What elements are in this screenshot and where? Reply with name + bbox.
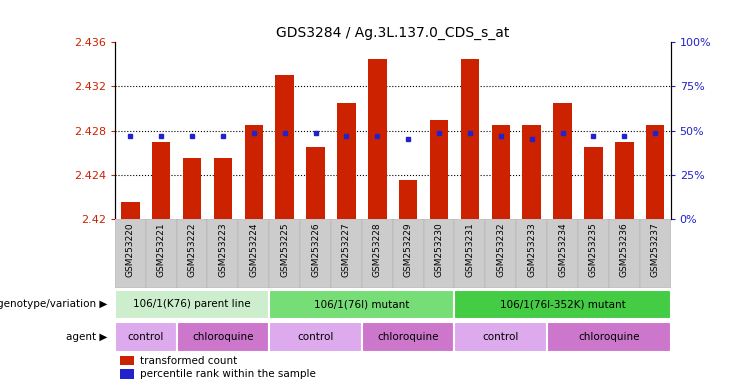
Bar [115, 290, 269, 319]
Text: GSM253232: GSM253232 [496, 222, 505, 277]
Text: 106/1(K76) parent line: 106/1(K76) parent line [133, 299, 251, 310]
Bar [300, 219, 331, 288]
Text: GSM253221: GSM253221 [156, 222, 166, 277]
Bar [276, 75, 294, 219]
Bar [176, 219, 207, 288]
Text: GSM253233: GSM253233 [527, 222, 536, 277]
Bar [491, 125, 510, 219]
Bar [547, 219, 578, 288]
Bar [430, 119, 448, 219]
Text: GSM253236: GSM253236 [619, 222, 629, 277]
Bar [454, 290, 671, 319]
Text: GSM253222: GSM253222 [187, 222, 196, 277]
Bar [454, 219, 485, 288]
Text: 106/1(76I) mutant: 106/1(76I) mutant [314, 299, 410, 310]
Bar [120, 356, 134, 366]
Text: percentile rank within the sample: percentile rank within the sample [140, 369, 316, 379]
Text: GSM253228: GSM253228 [373, 222, 382, 277]
Bar [399, 180, 417, 219]
Text: GSM253229: GSM253229 [404, 222, 413, 277]
Text: chloroquine: chloroquine [578, 332, 639, 342]
Bar [115, 219, 146, 288]
Bar [269, 290, 454, 319]
Bar [362, 219, 393, 288]
Text: genotype/variation ▶: genotype/variation ▶ [0, 299, 107, 310]
Text: GSM253230: GSM253230 [434, 222, 444, 277]
Bar [554, 103, 572, 219]
Text: GSM253237: GSM253237 [651, 222, 659, 277]
Bar [152, 142, 170, 219]
Text: GSM253235: GSM253235 [589, 222, 598, 277]
Bar [639, 219, 671, 288]
Text: agent ▶: agent ▶ [66, 332, 107, 342]
Bar [207, 219, 239, 288]
Bar [269, 219, 300, 288]
Text: GSM253224: GSM253224 [249, 222, 259, 277]
Bar [424, 219, 454, 288]
Text: chloroquine: chloroquine [192, 332, 253, 342]
Bar [516, 219, 547, 288]
Bar [454, 322, 547, 352]
Text: GSM253220: GSM253220 [126, 222, 135, 277]
Bar [337, 103, 356, 219]
Bar [615, 142, 634, 219]
Bar [584, 147, 602, 219]
Bar [609, 219, 639, 288]
Text: chloroquine: chloroquine [377, 332, 439, 342]
Bar [120, 369, 134, 379]
Bar [578, 219, 609, 288]
Bar [306, 147, 325, 219]
Bar [269, 322, 362, 352]
Text: GSM253234: GSM253234 [558, 222, 567, 277]
Bar [213, 158, 232, 219]
Bar [393, 219, 424, 288]
Bar [522, 125, 541, 219]
Text: transformed count: transformed count [140, 356, 237, 366]
Bar [176, 322, 269, 352]
Bar [646, 125, 665, 219]
Bar [368, 59, 387, 219]
Bar [331, 219, 362, 288]
Bar [121, 202, 139, 219]
Text: GSM253223: GSM253223 [219, 222, 227, 277]
Bar [485, 219, 516, 288]
Bar [115, 322, 176, 352]
Text: GSM253231: GSM253231 [465, 222, 474, 277]
Text: control: control [482, 332, 519, 342]
Text: 106/1(76I-352K) mutant: 106/1(76I-352K) mutant [499, 299, 625, 310]
Bar [547, 322, 671, 352]
Bar [239, 219, 269, 288]
Text: control: control [297, 332, 333, 342]
Text: control: control [127, 332, 164, 342]
Bar [183, 158, 202, 219]
Text: GSM253225: GSM253225 [280, 222, 289, 277]
Text: GSM253227: GSM253227 [342, 222, 351, 277]
Bar [461, 59, 479, 219]
Title: GDS3284 / Ag.3L.137.0_CDS_s_at: GDS3284 / Ag.3L.137.0_CDS_s_at [276, 26, 509, 40]
Bar [146, 219, 176, 288]
Text: GSM253226: GSM253226 [311, 222, 320, 277]
Bar [245, 125, 263, 219]
Bar [362, 322, 454, 352]
